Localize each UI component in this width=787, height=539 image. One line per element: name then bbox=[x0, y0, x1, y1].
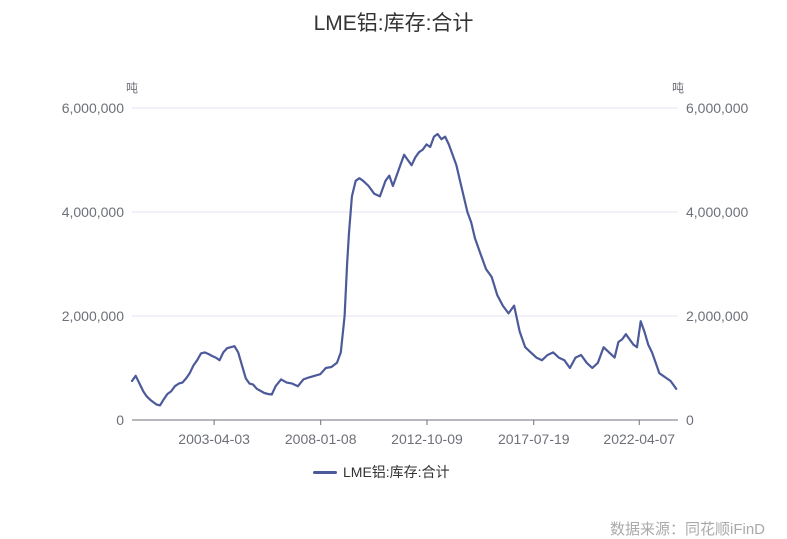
legend-label: LME铝:库存:合计 bbox=[343, 464, 450, 480]
x-tick-label: 2008-01-08 bbox=[285, 431, 357, 447]
y-axis-left: 0 2,000,000 4,000,000 6,000,000 bbox=[62, 100, 125, 428]
x-axis: 2003-04-03 2008-01-08 2012-10-09 2017-07-19… bbox=[132, 419, 678, 447]
y-tick-label-left: 6,000,000 bbox=[62, 100, 124, 116]
y-tick-label-right: 6,000,000 bbox=[686, 100, 748, 116]
y-axis-right: 0 2,000,000 4,000,000 6,000,000 bbox=[686, 100, 748, 428]
data-source: 数据来源：同花顺iFinD bbox=[609, 521, 765, 538]
series-line-lme-aluminium-stock bbox=[130, 132, 678, 407]
y-tick-label-right: 4,000,000 bbox=[686, 204, 748, 220]
legend-line-marker bbox=[313, 470, 337, 474]
x-tick-label: 2003-04-03 bbox=[178, 431, 250, 447]
x-tick-label: 2012-10-09 bbox=[391, 431, 463, 447]
y-axis-left-unit: 吨 bbox=[126, 81, 138, 95]
y-tick-label-right: 2,000,000 bbox=[686, 308, 748, 324]
y-tick-label-left: 0 bbox=[116, 412, 124, 428]
y-tick-label-left: 4,000,000 bbox=[62, 204, 124, 220]
legend[interactable]: LME铝:库存:合计 bbox=[313, 461, 450, 483]
x-tick-label: 2017-07-19 bbox=[498, 431, 570, 447]
chart-title: LME铝:库存:合计 bbox=[313, 12, 474, 35]
y-tick-label-left: 2,000,000 bbox=[62, 308, 124, 324]
series-layer bbox=[130, 132, 678, 407]
y-axis-right-unit: 吨 bbox=[672, 81, 684, 95]
grid-lines bbox=[132, 107, 678, 317]
y-tick-label-right: 0 bbox=[686, 412, 694, 428]
x-tick-label: 2022-04-07 bbox=[603, 431, 675, 447]
